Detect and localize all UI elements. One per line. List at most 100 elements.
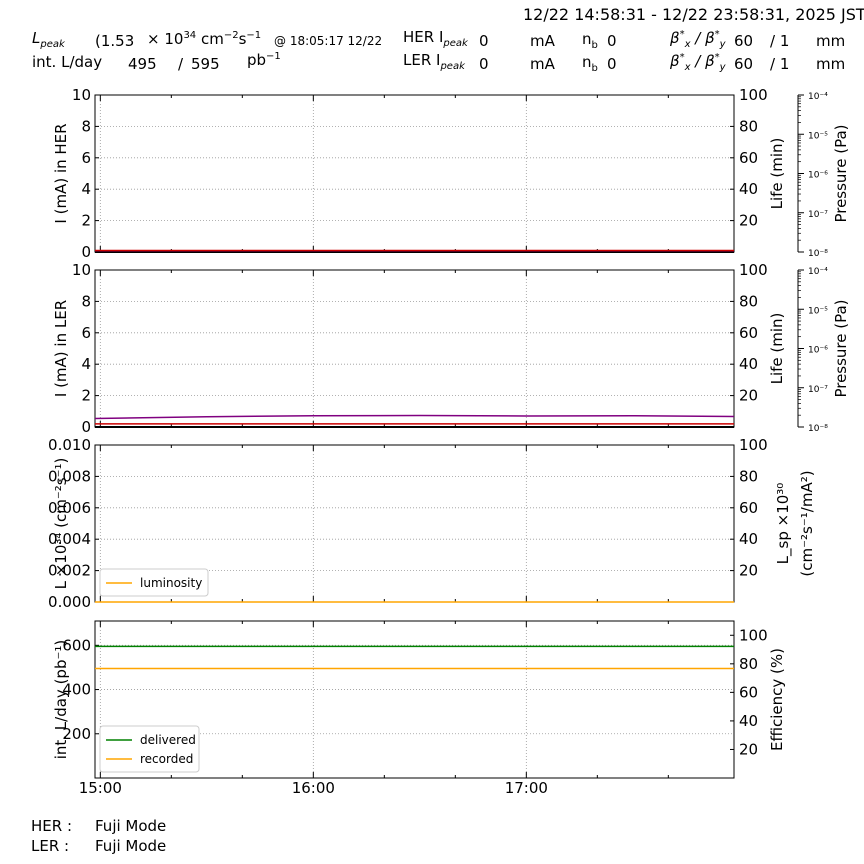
ler-nb-label: nb [582, 53, 598, 74]
her-ipeak-value: 0 [479, 32, 489, 50]
ler-ytick-label-1: 2 [81, 387, 91, 405]
luminosity-legend-box [99, 568, 209, 597]
integrated-plot-frame [94, 620, 735, 779]
ler-y2tick-label-1: 40 [739, 355, 758, 373]
ler-pressure-tick-label-1: 10⁻⁷ [808, 385, 828, 395]
peak-luminosity-value: (1.53 [95, 32, 135, 50]
her-y2tick-label-2: 60 [739, 149, 758, 167]
her-nb-label: nb [582, 30, 598, 51]
ler-y2label: Life (min) [768, 313, 786, 385]
integrated-legend-label-recorded: recorded [140, 752, 193, 766]
ler-y2tick-label-3: 80 [739, 292, 758, 310]
her-y2tick-label-4: 100 [739, 86, 768, 104]
her-mode-value: Fuji Mode [95, 817, 167, 835]
peak-luminosity-label: Lpeak [32, 29, 65, 50]
her-beta-label: β*x / β*y [670, 29, 726, 50]
integrated-y2tick-label-2: 60 [739, 683, 758, 701]
ler-ipeak-unit: mA [530, 55, 555, 73]
ler-ipeak-label: LER Ipeak [403, 51, 465, 72]
her-ipeak-unit: mA [530, 32, 555, 50]
her-ytick-label-2: 4 [81, 180, 91, 198]
ler-y2tick-label-0: 20 [739, 387, 758, 405]
ler-pressure-tick-label-4: 10⁻⁴ [808, 267, 828, 277]
ler-nb-value: 0 [607, 55, 617, 73]
luminosity-ytick-label-1: 0.002 [48, 562, 91, 580]
luminosity-ytick-label-4: 0.008 [48, 467, 91, 485]
ler-mode-value: Fuji Mode [95, 837, 167, 855]
integrated-ytick-label-0: 200 [62, 725, 91, 743]
time-range: 12/22 14:58:31 - 12/22 23:58:31, 2025 JS… [523, 5, 864, 24]
her-pressure-tick-label-0: 10⁻⁸ [808, 249, 828, 259]
ler-y2tick-label-2: 60 [739, 324, 758, 342]
her-pressure-tick-label-1: 10⁻⁷ [808, 210, 828, 220]
her-ylabel: I (mA) in HER [52, 123, 70, 223]
integrated-xtick-label-2: 17:00 [505, 779, 548, 797]
her-ytick-label-1: 2 [81, 212, 91, 230]
her-ytick-label-4: 8 [81, 117, 91, 135]
her-mode-label: HER : [31, 817, 73, 835]
her-beta-value-x: 60 [734, 32, 754, 50]
luminosity-y2tick-label-2: 60 [739, 499, 758, 517]
her-y2tick-label-0: 20 [739, 212, 758, 230]
ler-ylabel: I (mA) in LER [52, 300, 70, 397]
integrated-y2tick-label-3: 80 [739, 655, 758, 673]
luminosity-y2tick-label-4: 100 [739, 436, 768, 454]
her-ytick-label-0: 0 [81, 243, 91, 261]
integrated-ytick-label-1: 400 [62, 681, 91, 699]
her-ytick-label-5: 10 [72, 86, 91, 104]
luminosity-y2tick-label-0: 20 [739, 562, 758, 580]
integrated-xtick-label-0: 15:00 [79, 779, 122, 797]
integrated-xtick-label-1: 16:00 [292, 779, 335, 797]
ler-ytick-label-4: 8 [81, 292, 91, 310]
integrated-ylabel: int. L/day (pb⁻¹) [52, 640, 70, 760]
int-luminosity-label: int. L/day [32, 53, 103, 71]
luminosity-legend-label-luminosity: luminosity [140, 576, 202, 590]
luminosity-ytick-label-0: 0.000 [48, 593, 91, 611]
her-pressure-tick-label-2: 10⁻⁶ [808, 171, 828, 181]
her-ipeak-label: HER Ipeak [403, 28, 468, 49]
peak-luminosity-unit: × 1034 cm−2s−1 [147, 30, 262, 48]
her-y2tick-label-3: 80 [739, 117, 758, 135]
luminosity-y2label-top: L_sp ×10³⁰ [774, 483, 793, 565]
peak-luminosity-time: @ 18:05:17 12/22 [274, 34, 383, 48]
ler-plot-frame [94, 269, 735, 428]
int-luminosity-delivered: 595 [191, 55, 220, 73]
ler-pressure-tick-label-3: 10⁻⁵ [808, 306, 828, 316]
her-nb-value: 0 [607, 32, 617, 50]
ler-beta-value-x: 60 [734, 55, 754, 73]
ler-mode-label: LER : [31, 837, 70, 855]
ler-y2tick-label-4: 100 [739, 261, 768, 279]
her-ytick-label-3: 6 [81, 149, 91, 167]
luminosity-ytick-label-5: 0.010 [48, 436, 91, 454]
ler-series-lifetime [94, 414, 735, 420]
her-pressure-tick-label-4: 10⁻⁴ [808, 92, 828, 102]
luminosity-ytick-label-2: 0.004 [48, 530, 91, 548]
ler-pressure-tick-label-2: 10⁻⁶ [808, 346, 828, 356]
her-beta-unit: mm [816, 32, 846, 50]
integrated-ytick-label-2: 600 [62, 636, 91, 654]
luminosity-ytick-label-3: 0.006 [48, 499, 91, 517]
ler-ytick-label-3: 6 [81, 324, 91, 342]
int-luminosity-recorded: 495 [128, 55, 157, 73]
int-luminosity-slash: / [178, 55, 184, 73]
her-plot-frame [94, 94, 735, 253]
luminosity-y2tick-label-1: 40 [739, 530, 758, 548]
luminosity-y2label-bottom: (cm⁻²s⁻¹/mA²) [798, 470, 816, 576]
ler-pressure-tick-label-0: 10⁻⁸ [808, 424, 828, 434]
ler-ytick-label-0: 0 [81, 418, 91, 436]
ler-ytick-label-2: 4 [81, 355, 91, 373]
integrated-y2label: Efficiency (%) [768, 648, 786, 751]
ler-beta-value-y: / 1 [770, 55, 790, 73]
integrated-y2tick-label-4: 100 [739, 626, 768, 644]
her-beta-value-y: / 1 [770, 32, 790, 50]
her-pressure-label: Pressure (Pa) [832, 124, 850, 222]
ler-pressure-label: Pressure (Pa) [832, 299, 850, 397]
ler-ytick-label-5: 10 [72, 261, 91, 279]
ler-beta-unit: mm [816, 55, 846, 73]
integrated-y2tick-label-1: 40 [739, 712, 758, 730]
integrated-legend-box [99, 725, 200, 773]
luminosity-ylabel: L ×10³⁴ (cm⁻²s⁻¹) [52, 458, 70, 590]
integrated-legend-label-delivered: delivered [140, 733, 196, 747]
her-y2label: Life (min) [768, 138, 786, 210]
her-pressure-tick-label-3: 10⁻⁵ [808, 131, 828, 141]
